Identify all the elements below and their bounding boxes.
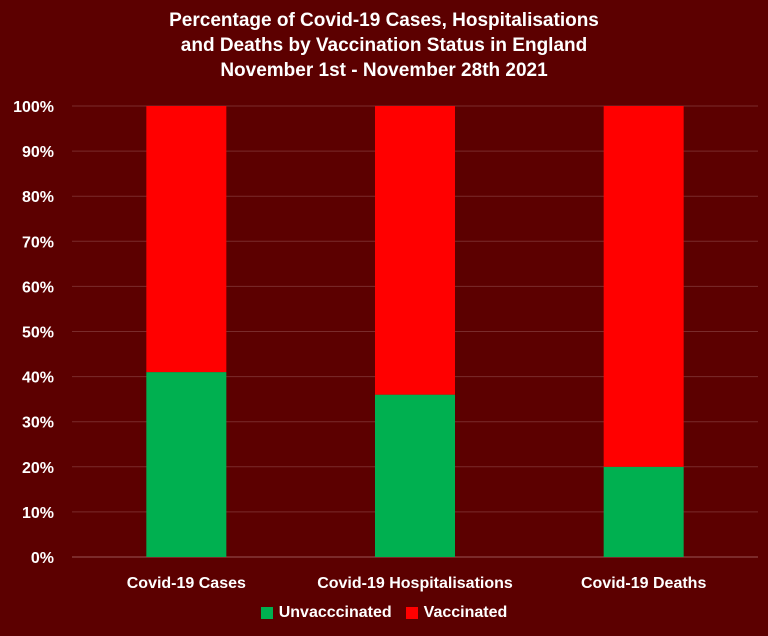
title-line-1: Percentage of Covid-19 Cases, Hospitalis… <box>169 10 599 31</box>
legend-label-unvaccinated: Unvacccinated <box>278 604 392 621</box>
title-line-3: November 1st - November 28th 2021 <box>220 60 548 81</box>
legend-swatch-unvaccinated <box>260 607 273 619</box>
y-tick-label: 30% <box>22 415 54 432</box>
legend-label-vaccinated: Vaccinated <box>423 604 508 621</box>
legend-swatch-vaccinated <box>405 607 418 619</box>
legend-item-vaccinated: Vaccinated <box>405 604 508 622</box>
y-tick-label: 80% <box>22 189 54 206</box>
legend: Unvacccinated Vaccinated <box>0 604 768 622</box>
bar-vaccinated <box>146 106 227 373</box>
bar-unvaccinated <box>603 466 684 557</box>
y-tick-label: 0% <box>31 550 54 567</box>
y-tick-label: 60% <box>22 279 54 296</box>
chart-title: Percentage of Covid-19 Cases, Hospitalis… <box>0 8 768 83</box>
y-tick-label: 20% <box>22 460 54 477</box>
x-tick-label: Covid-19 Hospitalisations <box>317 575 513 592</box>
bar-unvaccinated <box>375 394 455 557</box>
bar-vaccinated <box>375 106 455 395</box>
title-line-2: and Deaths by Vaccination Status in Engl… <box>180 35 588 56</box>
y-tick-label: 90% <box>22 144 54 161</box>
y-tick-label: 70% <box>22 234 54 251</box>
y-tick-label: 50% <box>22 325 54 342</box>
y-tick-label: 10% <box>22 505 54 522</box>
legend-item-unvaccinated: Unvacccinated <box>260 604 392 622</box>
y-tick-label: 40% <box>22 370 54 387</box>
y-tick-label: 100% <box>13 99 54 116</box>
x-tick-label: Covid-19 Deaths <box>581 575 706 592</box>
bar-vaccinated <box>603 106 684 467</box>
bar-unvaccinated <box>146 372 227 557</box>
x-tick-label: Covid-19 Cases <box>127 575 246 592</box>
